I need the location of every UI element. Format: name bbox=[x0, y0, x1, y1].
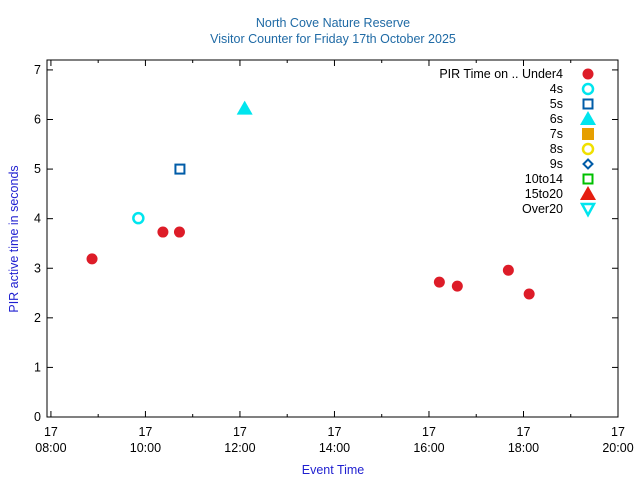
legend-label-6s: 6s bbox=[550, 112, 563, 126]
legend-marker-over20 bbox=[579, 202, 597, 218]
legend-marker-7s bbox=[582, 128, 594, 140]
x-tick-label-day: 17 bbox=[517, 425, 531, 439]
data-point-under4 bbox=[157, 226, 169, 238]
legend-marker-under4 bbox=[582, 68, 594, 80]
data-point-4s bbox=[132, 211, 145, 225]
x-tick-label-day: 17 bbox=[233, 425, 247, 439]
legend-label-15to20: 15to20 bbox=[525, 187, 563, 201]
x-tick-label-time: 10:00 bbox=[130, 441, 161, 455]
legend-label-8s: 8s bbox=[550, 142, 563, 156]
data-point-5s bbox=[174, 163, 186, 175]
x-axis-label: Event Time bbox=[302, 463, 365, 477]
x-tick-label-time: 16:00 bbox=[413, 441, 444, 455]
legend-marker-5s bbox=[582, 98, 594, 110]
legend-marker-15to20 bbox=[580, 186, 596, 200]
x-tick-label-day: 17 bbox=[138, 425, 152, 439]
x-tick-label-day: 17 bbox=[44, 425, 58, 439]
plot-frame bbox=[46, 59, 619, 418]
data-point-under4 bbox=[86, 253, 98, 265]
legend-marker-6s bbox=[580, 111, 596, 125]
data-point-under4 bbox=[173, 226, 185, 238]
data-point-6s bbox=[236, 100, 253, 115]
legend-marker-10to14 bbox=[582, 173, 594, 185]
data-point-under4 bbox=[451, 280, 463, 292]
x-tick-label-day: 17 bbox=[422, 425, 436, 439]
data-points bbox=[86, 100, 535, 300]
y-tick-label: 4 bbox=[34, 212, 41, 226]
y-tick-label: 5 bbox=[34, 162, 41, 176]
y-axis-label: PIR active time in seconds bbox=[7, 165, 21, 312]
legend-label-over20: Over20 bbox=[522, 202, 563, 216]
legend: PIR Time on .. Under44s5s6s7s8s9s10to141… bbox=[439, 67, 597, 218]
data-point-under4 bbox=[433, 276, 445, 288]
y-tick-label: 6 bbox=[34, 113, 41, 127]
data-point-under4 bbox=[502, 264, 514, 276]
x-tick-label-time: 08:00 bbox=[35, 441, 66, 455]
y-tick-label: 1 bbox=[34, 360, 41, 374]
x-tick-label-time: 12:00 bbox=[224, 441, 255, 455]
chart-subtitle: Visitor Counter for Friday 17th October … bbox=[210, 32, 456, 46]
legend-label-4s: 4s bbox=[550, 82, 563, 96]
data-point-under4 bbox=[523, 288, 535, 300]
y-tick-label: 7 bbox=[34, 63, 41, 77]
legend-label-5s: 5s bbox=[550, 97, 563, 111]
x-tick-label-day: 17 bbox=[328, 425, 342, 439]
axis-ticks: 0 1 2 3 4 5 6 7 17 08:00 17 10:00 17 12:00 17 14:00 17 16… bbox=[34, 60, 634, 455]
legend-label-under4: PIR Time on .. Under4 bbox=[439, 67, 563, 81]
y-tick-label: 3 bbox=[34, 261, 41, 275]
legend-marker-9s bbox=[582, 158, 594, 170]
y-tick-label: 2 bbox=[34, 311, 41, 325]
legend-label-10to14: 10to14 bbox=[525, 172, 563, 186]
x-tick-label-time: 18:00 bbox=[508, 441, 539, 455]
chart-title: North Cove Nature Reserve bbox=[256, 16, 410, 30]
legend-label-9s: 9s bbox=[550, 157, 563, 171]
x-tick-label-time: 14:00 bbox=[319, 441, 350, 455]
x-tick-label-day: 17 bbox=[611, 425, 625, 439]
y-tick-label: 0 bbox=[34, 410, 41, 424]
x-tick-label-time: 20:00 bbox=[602, 441, 633, 455]
legend-marker-4s bbox=[581, 82, 595, 96]
legend-label-7s: 7s bbox=[550, 127, 563, 141]
legend-marker-8s bbox=[581, 142, 595, 156]
